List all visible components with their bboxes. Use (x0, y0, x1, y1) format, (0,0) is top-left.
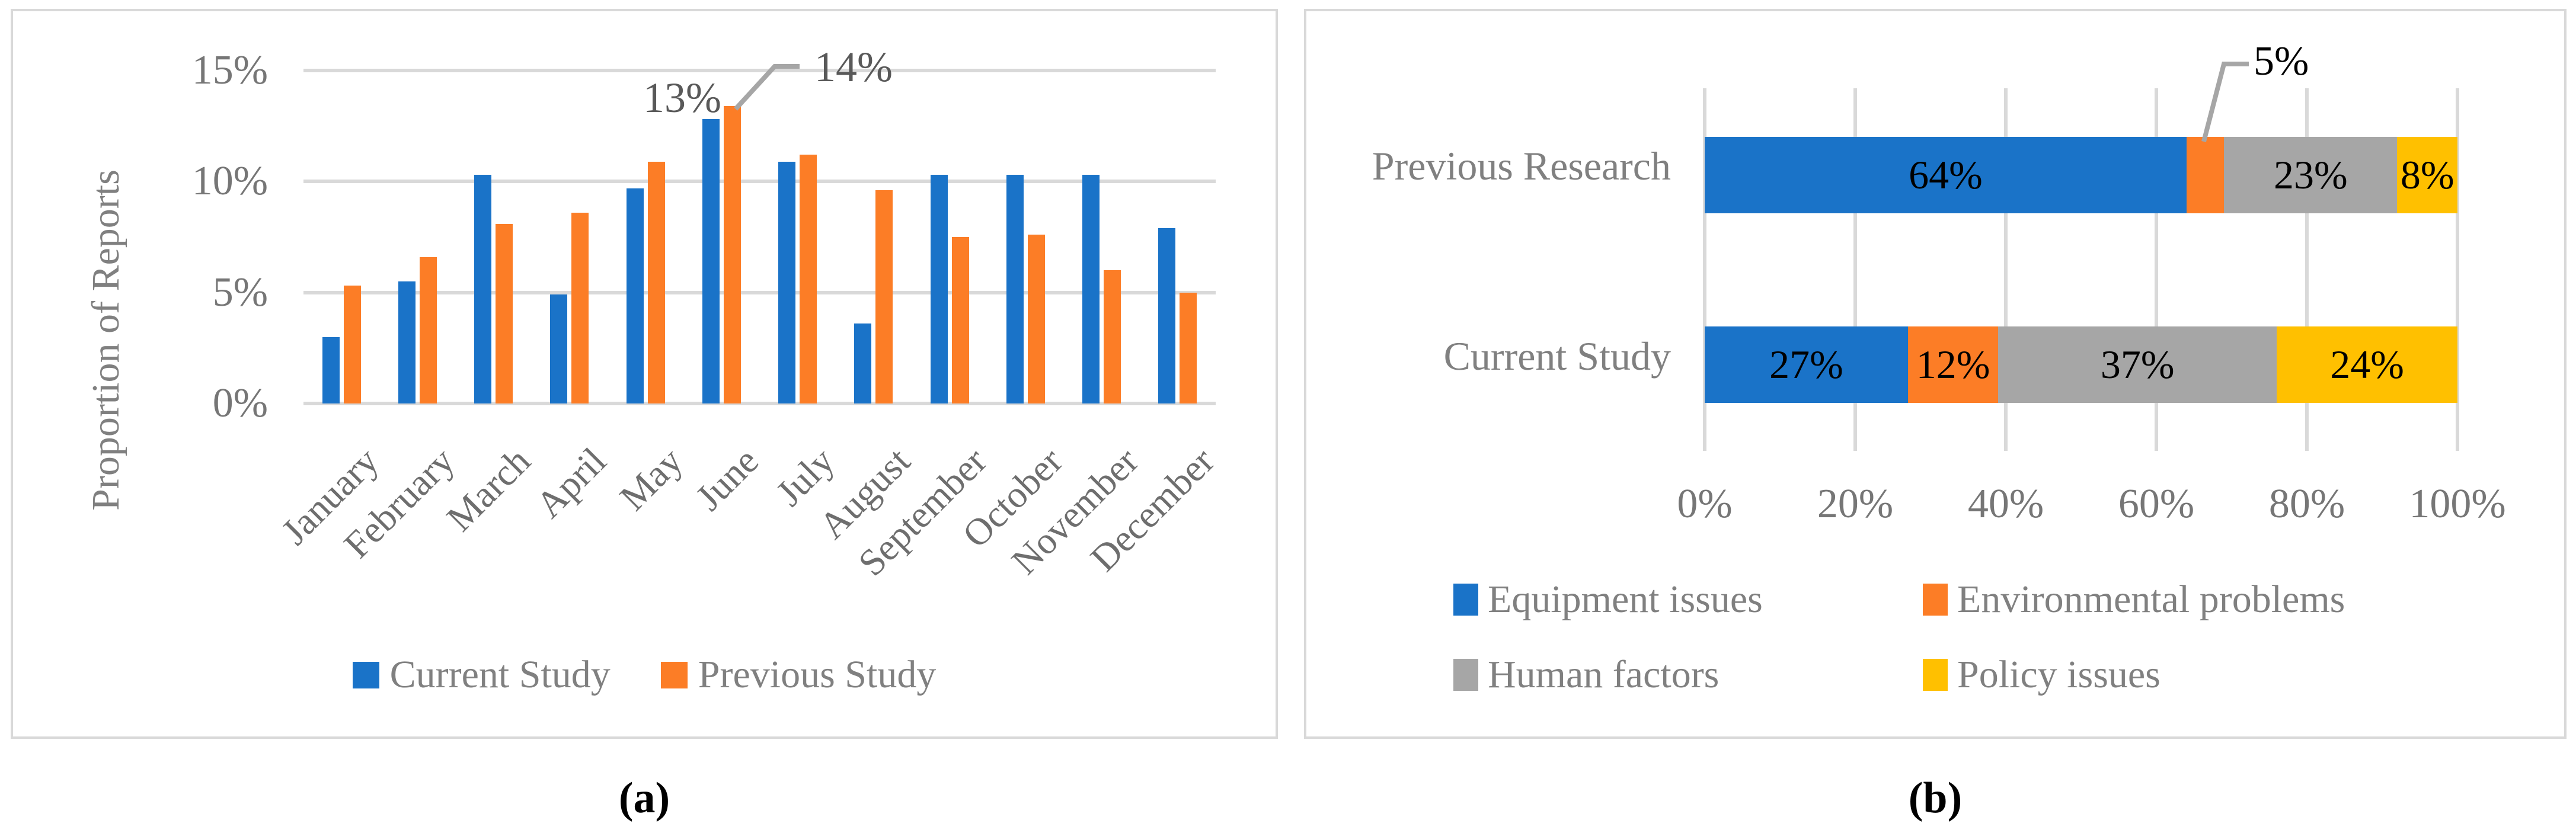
legend-swatch-gray (1453, 659, 1478, 691)
bar-previous-study-october (1027, 235, 1045, 403)
legend-item-policy-issues: Policy issues (1923, 648, 2160, 702)
segment-yellow: 8% (2397, 137, 2457, 213)
legend-label: Human factors (1488, 653, 1720, 696)
gridline (1703, 88, 1706, 451)
gridline (303, 180, 1216, 184)
legend-item-human-factors: Human factors (1453, 648, 1719, 702)
panel-a-monthly-chart: Proportion of Reports 0% 5% 10% 15% January… (11, 9, 1278, 739)
bar-previous-study-march (496, 223, 513, 403)
gridline (2155, 88, 2158, 451)
y-tick-label: 10% (191, 158, 268, 204)
segment-gray: 37% (1998, 326, 2277, 403)
annotation-june-current: 13% (643, 74, 721, 121)
gridline (1853, 88, 1857, 451)
gridline (303, 290, 1216, 294)
bar-previous-study-april (571, 212, 589, 403)
legend-label: Environmental problems (1957, 578, 2345, 621)
segment-blue: 64% (1705, 137, 2187, 213)
plot-area-factors: 64% 23% 8% 27% 12% 37% 24% (1703, 88, 2459, 451)
legend-item-previous-study: Previous Study (660, 652, 937, 697)
y-tick-label: 5% (212, 269, 268, 315)
annotation-5-percent: 5% (2254, 39, 2309, 84)
legend-monthly-chart: Current Study Previous Study (13, 648, 1276, 702)
x-tick-label: 20% (1817, 481, 1894, 527)
bar-current-study-january (322, 337, 340, 403)
legend-swatch-blue (1453, 584, 1478, 616)
category-label-previous-research: Previous Research (1372, 143, 1671, 188)
legend-item-equipment-issues: Equipment issues (1453, 573, 1763, 626)
x-tick-label: 60% (2118, 481, 2195, 527)
subfigure-label-a: (a) (618, 774, 670, 822)
segment-orange: 12% (1907, 326, 1999, 403)
gridline (2305, 88, 2309, 451)
bar-current-study-august (854, 323, 872, 403)
annotation-june-previous: 14% (814, 43, 893, 91)
bar-current-study-october (1006, 175, 1024, 403)
legend-label: Equipment issues (1488, 578, 1763, 621)
legend-swatch-orange (660, 661, 688, 688)
y-tick-label: 15% (191, 47, 268, 93)
y-tick-label: 0% (212, 380, 268, 426)
gridline (2004, 88, 2008, 451)
legend-label: Current Study (389, 653, 611, 696)
bar-current-study-july (778, 161, 796, 403)
segment-blue: 27% (1705, 326, 1908, 403)
bar-current-study-march (474, 175, 492, 403)
bar-previous-study-july (800, 155, 817, 403)
segment-gray: 23% (2224, 137, 2398, 213)
bar-current-study-june (702, 119, 720, 403)
bar-previous-study-december (1180, 292, 1197, 403)
legend-swatch-yellow (1923, 659, 1948, 691)
bar-current-study-december (1158, 228, 1176, 403)
x-tick-label: 100% (2409, 481, 2506, 527)
segment-yellow: 24% (2277, 326, 2457, 403)
stacked-bar-current-study: 27% 12% 37% 24% (1705, 326, 2457, 403)
gridline (303, 402, 1216, 405)
bar-previous-study-november (1104, 270, 1121, 403)
bar-previous-study-june (723, 105, 741, 403)
bar-current-study-may (626, 188, 644, 403)
bar-previous-study-august (875, 190, 893, 403)
x-tick-label: 0% (1677, 481, 1733, 527)
plot-area-monthly (303, 69, 1216, 405)
panel-b-stacked-chart: 64% 23% 8% 27% 12% 37% 24% Previous Research Cu… (1304, 9, 2567, 739)
legend-label: Previous Study (698, 653, 937, 696)
legend-label: Policy issues (1957, 653, 2160, 696)
bar-previous-study-may (647, 161, 665, 403)
y-axis-title: Proportion of Reports (84, 169, 127, 511)
bar-previous-study-february (419, 257, 437, 403)
legend-swatch-orange (1923, 584, 1948, 616)
bar-current-study-november (1082, 175, 1100, 403)
gridline (303, 69, 1216, 72)
bar-current-study-september (930, 175, 948, 403)
bar-previous-study-september (951, 237, 969, 403)
bar-current-study-february (398, 281, 416, 403)
legend-swatch-blue (352, 661, 379, 688)
category-label-current-study: Current Study (1443, 334, 1671, 379)
bar-previous-study-january (343, 286, 361, 403)
segment-orange (2186, 137, 2225, 213)
legend-item-current-study: Current Study (352, 652, 611, 697)
stacked-bar-previous-research: 64% 23% 8% (1705, 137, 2457, 213)
legend-item-environmental-problems: Environmental problems (1923, 573, 2345, 626)
x-tick-label: 80% (2268, 481, 2345, 527)
bar-current-study-april (550, 294, 568, 403)
x-tick-label: 40% (1967, 481, 2044, 527)
subfigure-label-b: (b) (1908, 774, 1963, 822)
gridline (2456, 88, 2459, 451)
